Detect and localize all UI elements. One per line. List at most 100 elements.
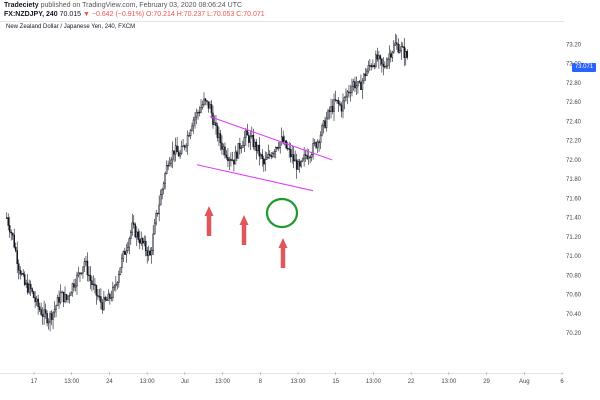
upper-trendline: [209, 116, 333, 161]
candle-body: [174, 145, 177, 155]
candle-body: [141, 238, 144, 244]
x-tick-label: 13:00: [441, 379, 457, 385]
candle-body: [127, 246, 129, 252]
candle-body: [334, 99, 337, 101]
up-arrow-3: [278, 238, 288, 268]
y-tick-label: 71.60: [566, 196, 582, 202]
candle-body: [153, 222, 156, 235]
candle-body: [301, 158, 304, 162]
candle-body: [271, 153, 274, 158]
candle-body: [158, 204, 160, 214]
candle-body: [195, 111, 198, 118]
candle-body: [189, 130, 192, 137]
published-text: published on TradingView.com, February 0…: [40, 2, 243, 9]
candle-body: [58, 297, 60, 303]
x-tick-label: 13:00: [290, 379, 306, 385]
candle-body: [309, 156, 311, 158]
candle-body: [255, 141, 258, 152]
candle-body: [143, 240, 146, 244]
candle-body: [384, 66, 386, 68]
up-arrow-2: [239, 215, 249, 245]
candle-body: [125, 250, 128, 255]
candle-body: [316, 141, 319, 148]
candle-body: [294, 159, 296, 162]
candle-body: [333, 99, 335, 112]
candle-body: [206, 100, 208, 102]
candle-body: [124, 251, 126, 255]
candle-body: [230, 158, 232, 161]
candle-body: [372, 65, 374, 67]
x-tick-label: 17: [31, 379, 38, 385]
candle-body: [70, 292, 72, 296]
candle-body: [156, 212, 159, 215]
candle-body: [297, 161, 299, 170]
candle-body: [292, 154, 295, 162]
candle-body: [135, 231, 138, 238]
candle-body: [357, 81, 359, 86]
candle-body: [91, 280, 93, 286]
candle-body: [134, 224, 137, 238]
candle-body: [221, 142, 223, 150]
candle-body: [171, 150, 174, 161]
candle-body: [17, 263, 20, 271]
candle-body: [363, 73, 365, 82]
candle-body: [336, 99, 338, 102]
candle-body: [191, 125, 193, 131]
candle-body: [345, 95, 347, 98]
candle-body: [64, 294, 66, 303]
candle-body: [270, 155, 273, 158]
candle-body: [26, 282, 29, 293]
candle-body: [203, 98, 205, 105]
candle-body: [170, 159, 172, 164]
chart-title: New Zealand Dollar / Japanese Yen, 240, …: [6, 24, 136, 30]
candle-body: [266, 157, 268, 160]
quote-change: ▼ −0.642 (−0.91%): [83, 11, 145, 18]
candle-body: [243, 137, 246, 146]
x-tick-label: 6: [560, 379, 564, 385]
candle-body: [137, 231, 140, 240]
candle-body: [80, 272, 83, 275]
candle-body: [47, 321, 50, 324]
candle-body: [233, 159, 235, 165]
symbol: FX:NZDJPY, 240: [4, 11, 58, 18]
candle-body: [43, 309, 45, 317]
lower-trendline: [196, 164, 314, 192]
candle-body: [251, 135, 253, 137]
candle-body: [360, 82, 362, 90]
candle-body: [339, 103, 341, 106]
candle-body: [146, 250, 148, 256]
candle-body: [394, 42, 397, 46]
up-arrow-1: [204, 206, 214, 236]
candle-body: [19, 269, 21, 275]
candle-body: [97, 295, 99, 297]
candle-body: [400, 46, 403, 52]
candle-body: [5, 217, 8, 219]
candle-body: [67, 295, 69, 300]
candle-body: [20, 273, 23, 275]
candle-body: [322, 120, 325, 126]
candle-body: [133, 222, 135, 225]
candle-body: [194, 116, 196, 121]
circled-low-marker: [265, 197, 299, 229]
y-tick-label: 72.40: [566, 119, 582, 125]
candle-body: [274, 147, 277, 152]
candle-body: [361, 80, 364, 90]
quote-main: 70.015: [59, 11, 82, 18]
candle-body: [144, 240, 147, 252]
y-tick-label: 70.60: [566, 293, 582, 299]
candle-body: [261, 154, 264, 160]
candle-body: [370, 65, 373, 67]
candle-body: [110, 297, 113, 299]
candle-body: [327, 110, 329, 119]
candle-body: [73, 283, 75, 288]
candle-body: [185, 145, 187, 148]
candle-body: [346, 91, 349, 97]
y-tick-label: 72.00: [566, 158, 582, 164]
y-tick-label: 70.20: [566, 331, 582, 337]
candle-body: [312, 143, 314, 155]
candle-body: [289, 149, 292, 158]
candle-body: [71, 283, 74, 294]
candle-body: [277, 147, 280, 149]
candle-body: [131, 222, 134, 233]
